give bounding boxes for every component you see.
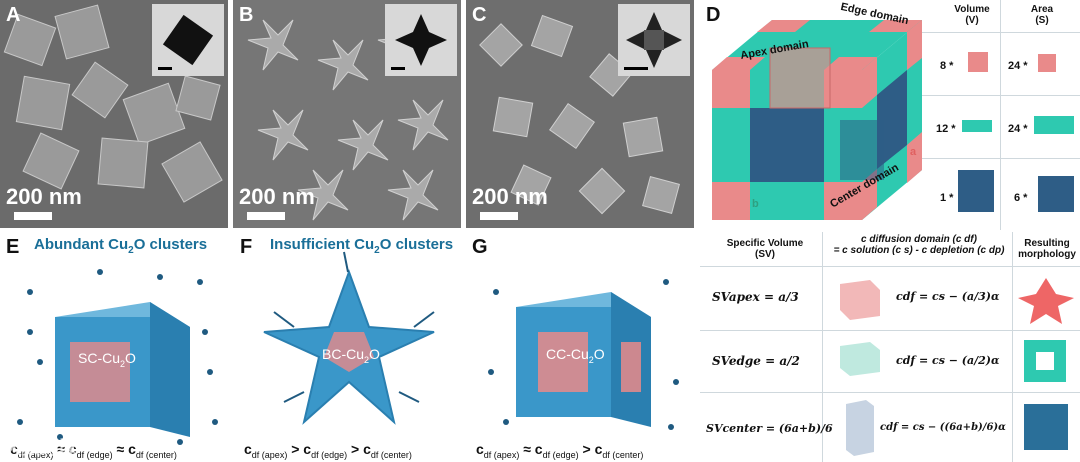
specific-volume-table: Specific Volume (SV) c diffusion domain (…: [700, 232, 1080, 462]
panel-f-relation: cdf (apex) > cdf (edge) > cdf (center): [244, 441, 412, 460]
sv-apex-formula: SVapex = a/3: [712, 290, 799, 304]
volume-center-count: 1 *: [940, 192, 954, 204]
bc-cu2o-label: BC-Cu2O: [322, 346, 380, 365]
panel-b-sem: B 200 nm: [233, 0, 461, 228]
panel-d-domains: D Edge domain Apex domain Center domain …: [700, 0, 922, 230]
bc-cu2o-illustration: [263, 251, 435, 425]
panel-label-a: A: [6, 4, 21, 26]
scale-label-a: 200 nm: [6, 184, 82, 209]
domain-cube-diagram: [712, 20, 922, 220]
area-edge-count: 24 *: [1008, 123, 1028, 135]
domain-shape-icons: [958, 52, 1074, 212]
tem-inset-a: [152, 4, 224, 76]
sem-texture-c: [466, 0, 694, 228]
panel-e-title: Abundant Cu2O clusters: [34, 236, 208, 256]
panel-f-title: Insufficient Cu2O clusters: [270, 236, 454, 256]
cc-cu2o-label: CC-Cu2O: [546, 346, 605, 365]
sv-edge-formula: SVedge = a/2: [712, 354, 800, 368]
sv-header: Specific Volume (SV): [726, 238, 804, 260]
scale-bar-c: [480, 212, 518, 220]
panel-f-bc-cu2o: F Insufficient Cu2O clusters BC-Cu2O cdf…: [234, 232, 464, 462]
morphology-header: Resulting morphology: [1018, 238, 1076, 260]
cc-cu2o-illustration: [488, 279, 679, 430]
area-header: Area (S): [1030, 4, 1054, 26]
panel-c-sem: C 200 nm: [466, 0, 694, 228]
scale-label-b: 200 nm: [239, 184, 315, 209]
volume-area-table: Volume (V) Area (S) 8 * 24 * 12 * 24 * 1 *…: [922, 0, 1080, 230]
scale-bar-b: [247, 212, 285, 220]
sv-center-formula: SVcenter = (6a+b)/6: [706, 422, 833, 435]
cdf-header: c diffusion domain (c df) = c solution (c…: [833, 234, 1005, 256]
tem-inset-b: [385, 4, 457, 76]
cdf-center-formula: cdf = cs − ((6a+b)/6)α: [880, 422, 1006, 433]
cdf-edge-formula: cdf = cs − (a/2)α: [896, 354, 1000, 367]
area-apex-count: 24 *: [1008, 60, 1028, 72]
sc-cu2o-illustration: [17, 269, 218, 445]
panel-g-cc-cu2o: G CC-Cu2O cdf (apex) ≈ cdf (edge) > cdf …: [466, 232, 696, 462]
panel-a-sem: A 200 nm: [0, 0, 228, 228]
panel-e-relation: cdf (apex) ≈ cdf (edge) ≈ cdf (center): [10, 441, 177, 460]
scale-label-c: 200 nm: [472, 184, 548, 209]
panel-label-g: G: [472, 236, 488, 258]
tem-inset-c: [618, 4, 690, 76]
watermark: 大数跨境: [4, 438, 76, 458]
volume-edge-count: 12 *: [936, 123, 956, 135]
area-center-count: 6 *: [1014, 192, 1028, 204]
panel-label-f: F: [240, 236, 253, 258]
dimension-b-label: b: [752, 198, 759, 210]
volume-header: Volume (V): [954, 4, 990, 26]
cdf-apex-formula: cdf = cs − (a/3)α: [896, 290, 1000, 303]
panel-label-b: B: [239, 4, 254, 26]
scale-bar-a: [14, 212, 52, 220]
dimension-a-label: a: [910, 146, 917, 158]
sv-shape-icons: [840, 278, 1074, 456]
panel-e-sc-cu2o: E Abundant Cu2O clusters SC-Cu2O cdf (ap…: [0, 232, 232, 462]
sc-cu2o-label: SC-Cu2O: [78, 350, 136, 369]
panel-label-c: C: [472, 4, 487, 26]
volume-apex-count: 8 *: [940, 60, 954, 72]
panel-g-relation: cdf (apex) ≈ cdf (edge) > cdf (center): [476, 441, 644, 460]
panel-label-e: E: [6, 236, 20, 258]
panel-label-d: D: [706, 4, 721, 26]
